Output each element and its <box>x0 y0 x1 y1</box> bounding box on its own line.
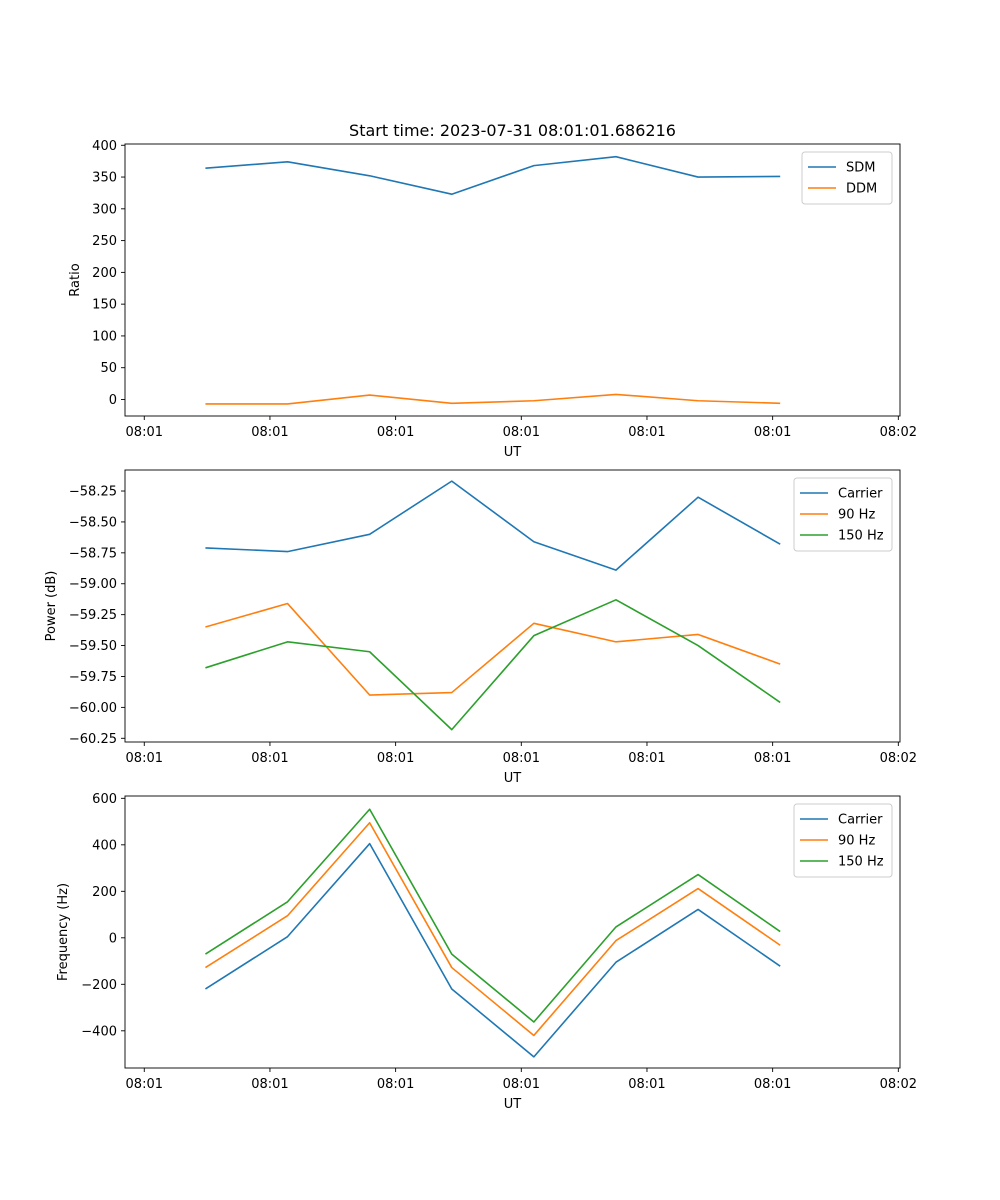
axes-frame <box>124 143 901 417</box>
y-tick-label: 600 <box>92 792 117 807</box>
y-tick-label: 200 <box>92 885 117 900</box>
x-tick-label: 08:01 <box>126 425 163 440</box>
x-tick-label: 08:02 <box>880 751 917 766</box>
y-tick-label: −60.00 <box>69 701 117 716</box>
x-axis-label: UT <box>504 771 522 786</box>
y-axis-label: Power (dB) <box>44 571 59 642</box>
y-tick-label: −59.00 <box>69 577 117 592</box>
legend-label: DDM <box>846 182 877 197</box>
subplot-power: 08:01 08:01 08:01 08:01 08:01 08:01 08:02 −60.2… <box>44 469 917 786</box>
y-tick-label: 250 <box>92 234 117 249</box>
legend: Carrier 90 Hz 150 Hz <box>793 803 893 878</box>
y-tick-label: −400 <box>81 1024 117 1039</box>
legend-label: Carrier <box>838 487 883 502</box>
x-tick-label: 08:01 <box>377 425 414 440</box>
y-tick-label: 200 <box>92 266 117 281</box>
x-tick-label: 08:01 <box>377 751 414 766</box>
y-axis-label: Frequency (Hz) <box>56 883 71 981</box>
x-tick-label: 08:01 <box>754 1077 791 1092</box>
x-tick-label: 08:01 <box>628 425 665 440</box>
y-axis-label: Ratio <box>68 263 83 296</box>
series-line-carrier <box>205 480 781 571</box>
legend-label: 90 Hz <box>838 834 875 849</box>
axes-frame <box>124 795 901 1069</box>
legend-box <box>801 151 893 205</box>
legend-label: 90 Hz <box>838 508 875 523</box>
series-line-90-hz <box>205 602 781 696</box>
y-tick-label: −58.75 <box>69 546 117 561</box>
legend: Carrier 90 Hz 150 Hz <box>793 477 893 552</box>
x-tick-label: 08:02 <box>880 425 917 440</box>
series-line-sdm <box>205 155 781 196</box>
subplot-ratio: Start time: 2023-07-31 08:01:01.686216 0… <box>68 121 917 460</box>
legend-label: SDM <box>846 161 875 176</box>
y-tick-label: −59.50 <box>69 639 117 654</box>
axes-frame <box>124 469 901 743</box>
chart-title: Start time: 2023-07-31 08:01:01.686216 <box>349 121 676 140</box>
y-tick-label: 50 <box>100 361 117 376</box>
y-tick-label: −200 <box>81 978 117 993</box>
x-tick-label: 08:01 <box>503 751 540 766</box>
x-tick-label: 08:01 <box>251 425 288 440</box>
y-tick-label: 350 <box>92 171 117 186</box>
y-tick-label: −58.25 <box>69 485 117 500</box>
y-tick-label: 400 <box>92 838 117 853</box>
legend-box <box>793 477 893 552</box>
y-tick-label: 300 <box>92 202 117 217</box>
y-tick-label: −59.75 <box>69 670 117 685</box>
legend: SDM DDM <box>801 151 893 205</box>
legend-label: Carrier <box>838 813 883 828</box>
y-tick-label: 400 <box>92 139 117 154</box>
x-tick-label: 08:01 <box>628 751 665 766</box>
series-line-150-hz <box>205 599 781 731</box>
x-tick-label: 08:01 <box>503 1077 540 1092</box>
x-tick-label: 08:01 <box>628 1077 665 1092</box>
y-tick-label: 0 <box>109 393 117 408</box>
x-axis-label: UT <box>504 1097 522 1112</box>
x-tick-label: 08:01 <box>251 1077 288 1092</box>
x-tick-label: 08:01 <box>377 1077 414 1092</box>
legend-label: 150 Hz <box>838 855 884 870</box>
x-tick-label: 08:01 <box>126 751 163 766</box>
series-line-90-hz <box>205 821 781 1037</box>
series-line-carrier <box>205 842 781 1058</box>
x-axis-label: UT <box>504 445 522 460</box>
y-tick-label: −58.50 <box>69 515 117 530</box>
x-tick-label: 08:01 <box>251 751 288 766</box>
x-tick-label: 08:01 <box>754 425 791 440</box>
y-tick-label: −59.25 <box>69 608 117 623</box>
y-tick-label: 100 <box>92 329 117 344</box>
subplot-frequency: 08:01 08:01 08:01 08:01 08:01 08:01 08:02 −400 −… <box>56 792 917 1112</box>
series-line-ddm <box>205 393 781 405</box>
legend-label: 150 Hz <box>838 529 884 544</box>
y-tick-label: 150 <box>92 298 117 313</box>
y-tick-label: −60.25 <box>69 732 117 747</box>
x-tick-label: 08:01 <box>126 1077 163 1092</box>
y-tick-label: 0 <box>109 931 117 946</box>
x-tick-label: 08:02 <box>880 1077 917 1092</box>
x-tick-label: 08:01 <box>754 751 791 766</box>
x-tick-label: 08:01 <box>503 425 540 440</box>
series-line-150-hz <box>205 808 781 1023</box>
legend-box <box>793 803 893 878</box>
